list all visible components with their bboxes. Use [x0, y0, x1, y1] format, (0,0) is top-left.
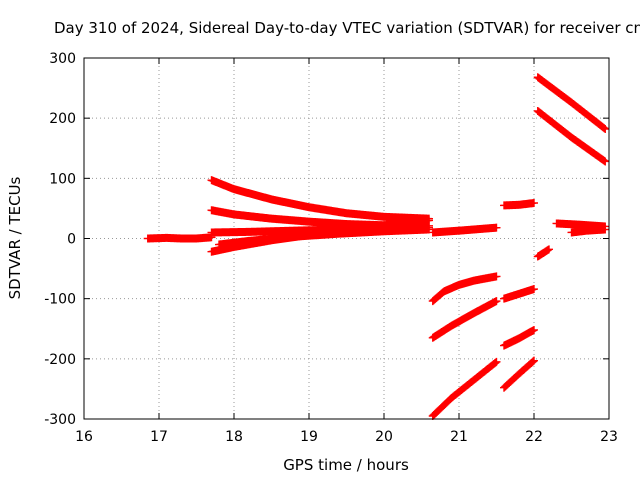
series-track — [215, 225, 433, 249]
y-tick-label: 0 — [67, 232, 76, 248]
x-tick-label: 20 — [375, 429, 393, 445]
plus-markers — [500, 199, 538, 210]
series-track — [500, 199, 538, 210]
y-tick-label: -200 — [44, 352, 76, 368]
plus-markers — [533, 73, 610, 133]
plus-markers — [207, 176, 433, 223]
plus-markers — [428, 223, 501, 237]
plus-markers — [143, 233, 216, 243]
y-tick-label: 300 — [49, 51, 76, 67]
plus-markers — [428, 272, 501, 306]
x-axis-label: GPS time / hours — [283, 456, 409, 474]
plus-markers — [215, 225, 433, 249]
chart-title: Day 310 of 2024, Sidereal Day-to-day VTE… — [54, 19, 640, 37]
plus-markers — [500, 285, 538, 303]
series-track — [500, 325, 538, 350]
y-tick-label: 100 — [49, 171, 76, 187]
plus-markers — [500, 356, 538, 392]
y-axis-label: SDTVAR / TECUs — [6, 176, 24, 299]
series-track — [428, 272, 501, 306]
plus-markers — [567, 225, 610, 237]
x-tick-label: 18 — [225, 429, 243, 445]
plus-markers — [533, 245, 553, 261]
plus-markers — [533, 106, 610, 166]
plus-markers — [428, 357, 501, 420]
x-tick-label: 16 — [75, 429, 93, 445]
x-tick-label: 17 — [150, 429, 168, 445]
x-axis: 16 17 18 19 20 21 22 23 — [75, 58, 618, 445]
x-tick-label: 21 — [450, 429, 468, 445]
series-track — [428, 297, 501, 342]
y-tick-label: -100 — [44, 292, 76, 308]
series-track — [533, 245, 553, 261]
series-track — [207, 176, 433, 223]
series-track — [143, 233, 216, 243]
y-axis: -300 -200 -100 0 100 200 300 — [44, 51, 609, 428]
y-tick-label: -300 — [44, 412, 76, 428]
x-tick-label: 23 — [600, 429, 618, 445]
y-tick-label: 200 — [49, 111, 76, 127]
series-track — [533, 106, 610, 166]
series-track — [500, 356, 538, 392]
plus-markers — [428, 297, 501, 342]
x-tick-label: 22 — [525, 429, 543, 445]
data-points — [143, 73, 610, 420]
series-track — [500, 285, 538, 303]
series-track — [567, 225, 610, 237]
x-tick-label: 19 — [300, 429, 318, 445]
series-track — [428, 357, 501, 420]
plus-markers — [500, 325, 538, 350]
series-track — [428, 223, 501, 237]
series-track — [533, 73, 610, 133]
